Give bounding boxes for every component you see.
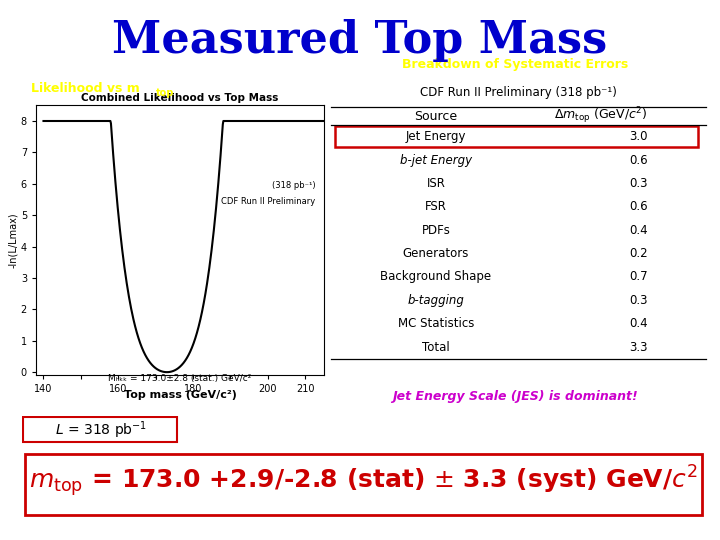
Title: Combined Likelihood vs Top Mass: Combined Likelihood vs Top Mass (81, 93, 279, 103)
Text: CDF Run II Preliminary (318 pb⁻¹): CDF Run II Preliminary (318 pb⁻¹) (420, 86, 617, 99)
Text: 0.3: 0.3 (629, 177, 647, 190)
Text: 0.2: 0.2 (629, 247, 647, 260)
Text: 0.4: 0.4 (629, 318, 647, 330)
Text: (318 pb⁻¹): (318 pb⁻¹) (271, 181, 315, 190)
Text: $\Delta m_\mathrm{top}$ (GeV/$c^2$): $\Delta m_\mathrm{top}$ (GeV/$c^2$) (554, 106, 647, 126)
Text: $m_\mathrm{top}$ = 173.0 +2.9/-2.8 (stat) $\pm$ 3.3 (syst) GeV/$c^2$: $m_\mathrm{top}$ = 173.0 +2.9/-2.8 (stat… (30, 463, 698, 499)
Text: PDFs: PDFs (422, 224, 451, 237)
Text: 3.3: 3.3 (629, 341, 647, 354)
Text: CDF Run II Preliminary: CDF Run II Preliminary (221, 197, 315, 206)
Text: Background Shape: Background Shape (380, 271, 492, 284)
Text: 3.0: 3.0 (629, 130, 647, 143)
Text: FSR: FSR (425, 200, 447, 213)
Y-axis label: -ln(L/Lmax): -ln(L/Lmax) (8, 212, 18, 268)
Text: 0.6: 0.6 (629, 153, 647, 167)
Text: Breakdown of Systematic Errors: Breakdown of Systematic Errors (402, 58, 628, 71)
Text: Generators: Generators (403, 247, 469, 260)
Text: 0.4: 0.4 (629, 224, 647, 237)
Text: 0.3: 0.3 (629, 294, 647, 307)
Text: 0.6: 0.6 (629, 200, 647, 213)
Text: Top mass (GeV/c²): Top mass (GeV/c²) (124, 390, 236, 400)
Text: b-jet Energy: b-jet Energy (400, 153, 472, 167)
Text: Jet Energy: Jet Energy (406, 130, 467, 143)
Text: ISR: ISR (426, 177, 446, 190)
Text: Source: Source (415, 110, 458, 123)
Text: b-tagging: b-tagging (408, 294, 464, 307)
Text: Likelihood vs m: Likelihood vs m (31, 82, 140, 95)
Text: MC Statistics: MC Statistics (398, 318, 474, 330)
Text: $L$ = 318 pb$^{-1}$: $L$ = 318 pb$^{-1}$ (55, 419, 147, 441)
Text: 0.7: 0.7 (629, 271, 647, 284)
Text: Mₕₖₖ = 173.0±2.8 (stat.) GeV/c²: Mₕₖₖ = 173.0±2.8 (stat.) GeV/c² (108, 374, 252, 383)
Text: top: top (156, 87, 174, 98)
Text: Measured Top Mass: Measured Top Mass (112, 19, 608, 62)
Text: Total: Total (422, 341, 450, 354)
Text: Jet Energy Scale (JES) is dominant!: Jet Energy Scale (JES) is dominant! (392, 390, 638, 403)
